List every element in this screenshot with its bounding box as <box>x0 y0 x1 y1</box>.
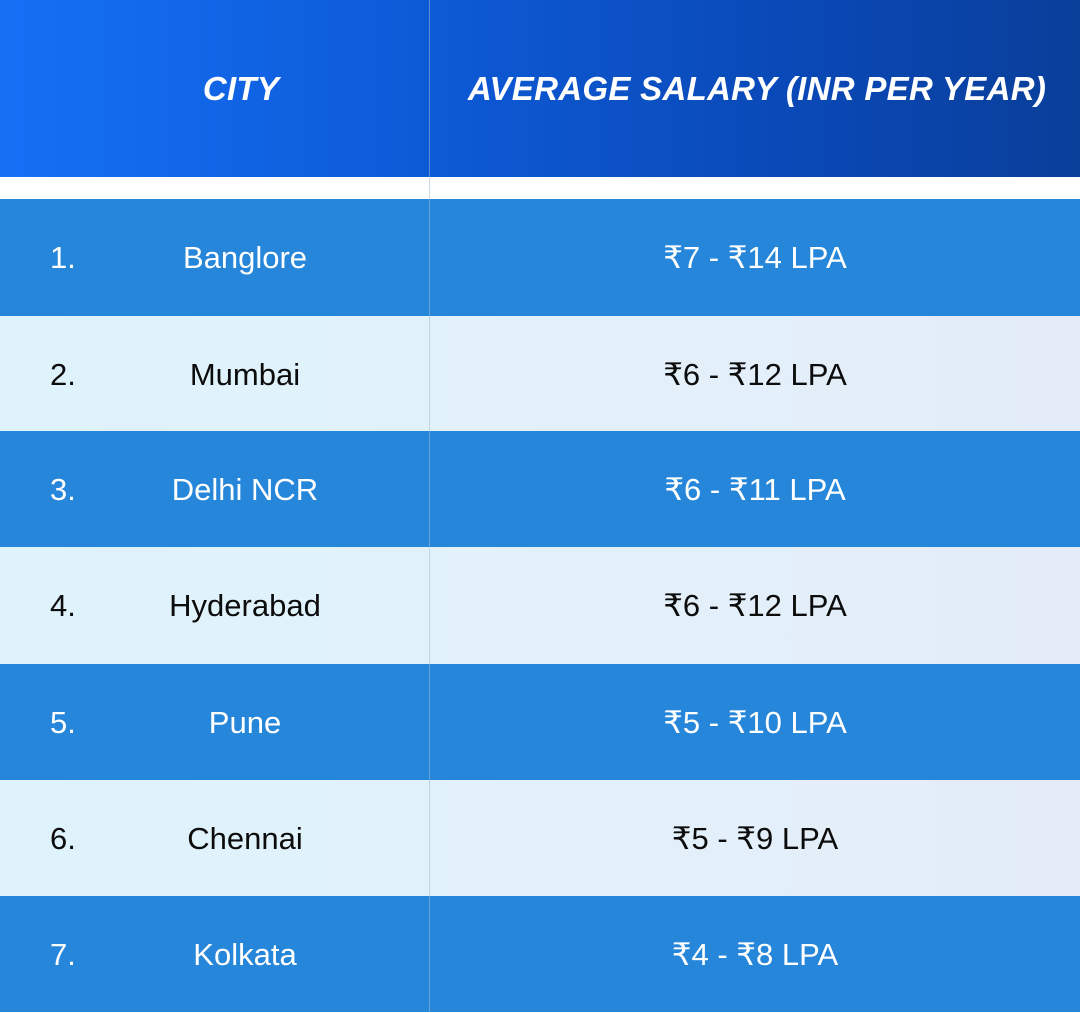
table-row: 1. Banglore ₹7 - ₹14 LPA <box>0 199 1080 316</box>
city-cell: Hyderabad <box>169 587 321 623</box>
row-number: 7. <box>50 936 76 972</box>
column-header-salary: AVERAGE SALARY (INR PER YEAR) <box>467 69 1047 107</box>
row-number: 6. <box>50 820 76 856</box>
city-cell: Banglore <box>182 239 308 275</box>
salary-cell: ₹6 - ₹11 LPA <box>664 471 846 507</box>
salary-cell: ₹5 - ₹9 LPA <box>671 820 839 856</box>
header-gap <box>0 177 1080 199</box>
table-row: 7. Kolkata ₹4 - ₹8 LPA <box>0 896 1080 1012</box>
row-number: 3. <box>50 471 76 507</box>
table-row: 6. Chennai ₹5 - ₹9 LPA <box>0 780 1080 897</box>
city-cell: Kolkata <box>193 936 297 972</box>
table-row: 5. Pune ₹5 - ₹10 LPA <box>0 664 1080 781</box>
table-row: 4. Hyderabad ₹6 - ₹12 LPA <box>0 547 1080 664</box>
salary-cell: ₹5 - ₹10 LPA <box>663 704 847 740</box>
column-divider <box>429 0 430 1012</box>
table-header: CITY AVERAGE SALARY (INR PER YEAR) <box>0 0 1080 177</box>
row-number: 2. <box>50 356 76 392</box>
city-cell: Mumbai <box>189 356 301 392</box>
city-cell: Pune <box>208 704 282 740</box>
row-number: 5. <box>50 704 76 740</box>
table-row: 2. Mumbai ₹6 - ₹12 LPA <box>0 316 1080 433</box>
city-cell: Chennai <box>187 820 303 856</box>
row-number: 1. <box>50 239 76 275</box>
row-number: 4. <box>50 587 76 623</box>
column-header-city: CITY <box>202 69 280 107</box>
salary-cell: ₹4 - ₹8 LPA <box>671 936 839 972</box>
table-row: 3. Delhi NCR ₹6 - ₹11 LPA <box>0 431 1080 548</box>
salary-cell: ₹6 - ₹12 LPA <box>663 587 847 623</box>
salary-cell: ₹6 - ₹12 LPA <box>663 356 847 392</box>
salary-cell: ₹7 - ₹14 LPA <box>663 239 847 275</box>
city-cell: Delhi NCR <box>171 471 319 507</box>
